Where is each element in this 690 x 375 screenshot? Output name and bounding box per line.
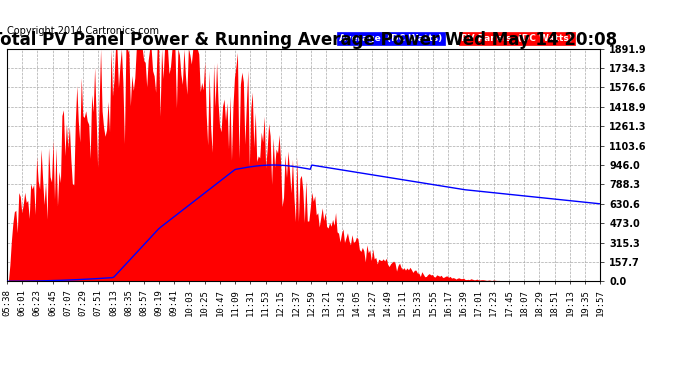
Title: Total PV Panel Power & Running Average Power Wed May 14 20:08: Total PV Panel Power & Running Average P… — [0, 31, 617, 49]
Text: Average  (DC Watts): Average (DC Watts) — [339, 34, 442, 43]
Text: PV Panels  (DC Watts): PV Panels (DC Watts) — [461, 34, 573, 43]
Text: Copyright 2014 Cartronics.com: Copyright 2014 Cartronics.com — [7, 26, 159, 36]
